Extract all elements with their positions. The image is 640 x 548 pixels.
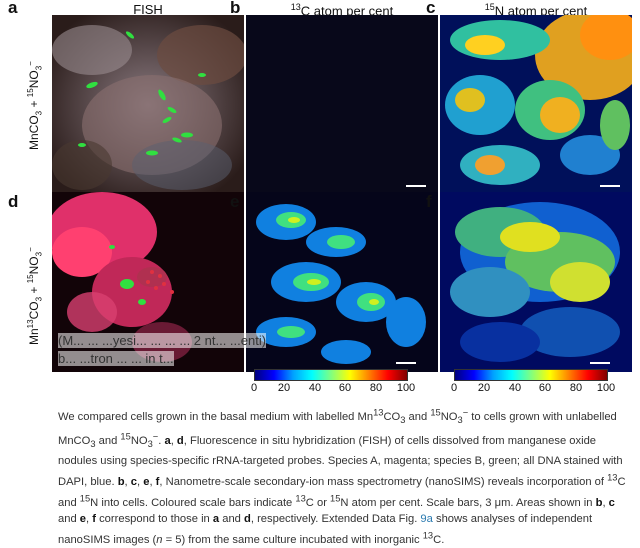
column-title-13c: 13C atom per cent [290,2,394,19]
tick-15n-60: 60 [538,382,552,394]
panel-letter-d: d [8,192,19,211]
scale-bar-b [406,185,426,187]
nanosims-image-f [440,192,632,372]
panel-letter-a-outer: a [8,0,18,17]
scale-bar-f [590,362,610,364]
figure-caption: We compared cells grown in the basal med… [58,404,628,548]
tick-13c-20: 20 [277,382,291,394]
panel-c-15n [440,15,632,195]
panel-letter-f: f [426,192,432,211]
tick-13c-60: 60 [338,382,352,394]
panel-a-fish [52,15,244,195]
extended-data-link[interactable]: 9a [420,512,433,525]
colorbar-13c [254,369,408,381]
scale-bar-e [396,362,416,364]
row-label-top: MnCO3 + 15NO3− [26,61,44,150]
overlay-text-line2: b... ...tron ... ... in t... [58,351,174,366]
panel-letter-e: e [230,192,240,211]
panel-b-13c [246,15,438,195]
tick-15n-0: 0 [450,382,458,394]
figure: FISH 13C atom per cent 15N atom per cent… [8,0,632,394]
panel-e-13c [246,192,438,372]
tick-13c-0: 0 [250,382,258,394]
panel-letter-b: b [230,0,241,17]
tick-15n-40: 40 [508,382,522,394]
tick-15n-80: 80 [569,382,583,394]
caption-text: We compared cells grown in the basal med… [58,407,626,546]
tick-13c-80: 80 [369,382,383,394]
column-title-15n: 15N atom per cent [484,2,588,19]
nanosims-image-c [440,15,632,195]
overlay-text-line1: (M... ... ...yesi... ... ... ... 2 nt...… [58,333,267,348]
fish-image-a [52,15,244,195]
column-title-fish: FISH [133,2,163,17]
tick-15n-100: 100 [596,382,616,394]
row-label-bottom: Mn13CO3 + 15NO3− [26,247,44,345]
panel-f-15n [440,192,632,372]
tick-15n-20: 20 [477,382,491,394]
colorbar-15n [454,369,608,381]
panel-letter-c: c [426,0,436,17]
nanosims-image-e [246,192,438,372]
scale-bar-c [600,185,620,187]
tick-13c-100: 100 [396,382,416,394]
tick-13c-40: 40 [308,382,322,394]
